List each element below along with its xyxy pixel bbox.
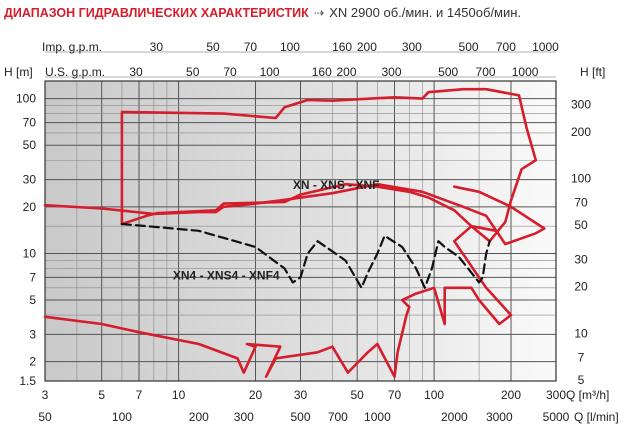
x-tick-label: 5 bbox=[98, 388, 105, 402]
y-left-tick-label: 2 bbox=[29, 355, 36, 369]
y-left-tick-label: 20 bbox=[23, 200, 37, 214]
y-right-tick-label: 100 bbox=[571, 172, 591, 186]
x-tick-label: 7 bbox=[136, 388, 143, 402]
imp-gpm-tick-label: 30 bbox=[150, 40, 164, 54]
x-tick-label: 300 bbox=[546, 388, 566, 402]
x-tick-label: 3 bbox=[42, 388, 49, 402]
us-gpm-axis-label: U.S. g.p.m. bbox=[45, 65, 105, 79]
performance-curve-3 bbox=[43, 224, 513, 379]
arrow-icon: ⇢ bbox=[313, 6, 325, 20]
dashed-curve bbox=[120, 222, 491, 289]
lmin-axis-label: Q [l/min] bbox=[574, 410, 619, 424]
y-right-tick-label: 50 bbox=[574, 218, 588, 232]
y-right-tick-label: 5 bbox=[578, 373, 585, 387]
y-right-tick-label: 10 bbox=[574, 326, 588, 340]
page-title: ДИАПАЗОН ГИДРАВЛИЧЕСКИХ ХАРАКТЕРИСТИК ⇢ XN… bbox=[4, 2, 521, 24]
subtitle-text: XN 2900 об./мин. и 1450об/мин. bbox=[329, 5, 522, 20]
us-gpm-tick-label: 30 bbox=[129, 65, 143, 79]
us-gpm-tick-label: 300 bbox=[381, 65, 401, 79]
grid-lines bbox=[44, 80, 557, 382]
y-left-tick-label: 100 bbox=[16, 92, 36, 106]
imp-gpm-tick-label: 50 bbox=[206, 40, 220, 54]
title-text: ДИАПАЗОН ГИДРАВЛИЧЕСКИХ ХАРАКТЕРИСТИК bbox=[4, 6, 309, 20]
y-left-axis-label: H [m] bbox=[4, 65, 33, 79]
y-right-tick-label: 20 bbox=[574, 280, 588, 294]
x-tick-label: 200 bbox=[501, 388, 521, 402]
x-tick-label: 20 bbox=[249, 388, 263, 402]
series-annotation-xn: XN - XNS - XNF bbox=[293, 178, 380, 192]
us-gpm-tick-label: 100 bbox=[260, 65, 280, 79]
lmin-tick-label: 1000 bbox=[364, 410, 391, 424]
y-left-tick-label: 7 bbox=[29, 270, 36, 284]
y-left-tick-label: 70 bbox=[23, 116, 37, 130]
lmin-tick-label: 50 bbox=[38, 410, 52, 424]
plot-frame bbox=[44, 80, 557, 382]
curves-layer bbox=[43, 87, 546, 379]
us-gpm-tick-label: 50 bbox=[186, 65, 200, 79]
x-axis-label: Q [m³/h] bbox=[566, 388, 609, 402]
y-left-tick-label: 5 bbox=[29, 293, 36, 307]
performance-curve-1 bbox=[120, 87, 538, 243]
us-gpm-tick-label: 200 bbox=[337, 65, 357, 79]
imp-gpm-tick-label: 1000 bbox=[532, 40, 559, 54]
y-left-tick-label: 30 bbox=[23, 173, 37, 187]
imp-gpm-axis-label: Imp. g.p.m. bbox=[42, 40, 102, 54]
y-right-tick-label: 7 bbox=[578, 350, 585, 364]
imp-gpm-tick-label: 100 bbox=[280, 40, 300, 54]
imp-gpm-tick-label: 700 bbox=[496, 40, 516, 54]
lmin-tick-label: 5000 bbox=[543, 410, 570, 424]
lmin-tick-label: 700 bbox=[328, 410, 348, 424]
labels-layer: Imp. g.p.m.U.S. g.p.m.30 50 70 100 160 200 300… bbox=[4, 40, 619, 424]
y-left-tick-label: 50 bbox=[23, 138, 37, 152]
imp-gpm-tick-label: 160 bbox=[332, 40, 352, 54]
us-gpm-tick-label: 700 bbox=[476, 65, 496, 79]
x-tick-label: 100 bbox=[424, 388, 444, 402]
imp-gpm-tick-label: 300 bbox=[402, 40, 422, 54]
x-tick-label: 30 bbox=[294, 388, 308, 402]
y-right-tick-label: 30 bbox=[574, 252, 588, 266]
x-tick-label: 70 bbox=[388, 388, 402, 402]
y-left-tick-label: 1.5 bbox=[19, 374, 36, 388]
lmin-tick-label: 500 bbox=[290, 410, 310, 424]
y-right-tick-label: 70 bbox=[574, 196, 588, 210]
x-tick-label: 50 bbox=[351, 388, 365, 402]
y-right-tick-label: 200 bbox=[571, 125, 591, 139]
lmin-tick-label: 200 bbox=[189, 410, 209, 424]
us-gpm-tick-label: 500 bbox=[438, 65, 458, 79]
y-right-axis-label: H [ft] bbox=[580, 65, 605, 79]
x-tick-label: 10 bbox=[172, 388, 186, 402]
y-right-tick-label: 300 bbox=[571, 98, 591, 112]
us-gpm-tick-label: 1000 bbox=[512, 65, 539, 79]
us-gpm-tick-label: 70 bbox=[223, 65, 237, 79]
y-left-tick-label: 3 bbox=[29, 327, 36, 341]
us-gpm-tick-label: 160 bbox=[312, 65, 332, 79]
performance-curve-2 bbox=[43, 182, 546, 246]
imp-gpm-tick-label: 200 bbox=[357, 40, 377, 54]
y-left-tick-label: 10 bbox=[23, 246, 37, 260]
imp-gpm-tick-label: 70 bbox=[244, 40, 258, 54]
imp-gpm-tick-label: 500 bbox=[459, 40, 479, 54]
scale-rows bbox=[45, 51, 556, 78]
lmin-tick-label: 100 bbox=[112, 410, 132, 424]
lmin-tick-label: 2000 bbox=[441, 410, 468, 424]
lmin-tick-label: 3000 bbox=[486, 410, 513, 424]
series-annotation-xn4: XN4 - XNS4 - XNF4 bbox=[173, 268, 280, 282]
lmin-tick-label: 300 bbox=[234, 410, 254, 424]
